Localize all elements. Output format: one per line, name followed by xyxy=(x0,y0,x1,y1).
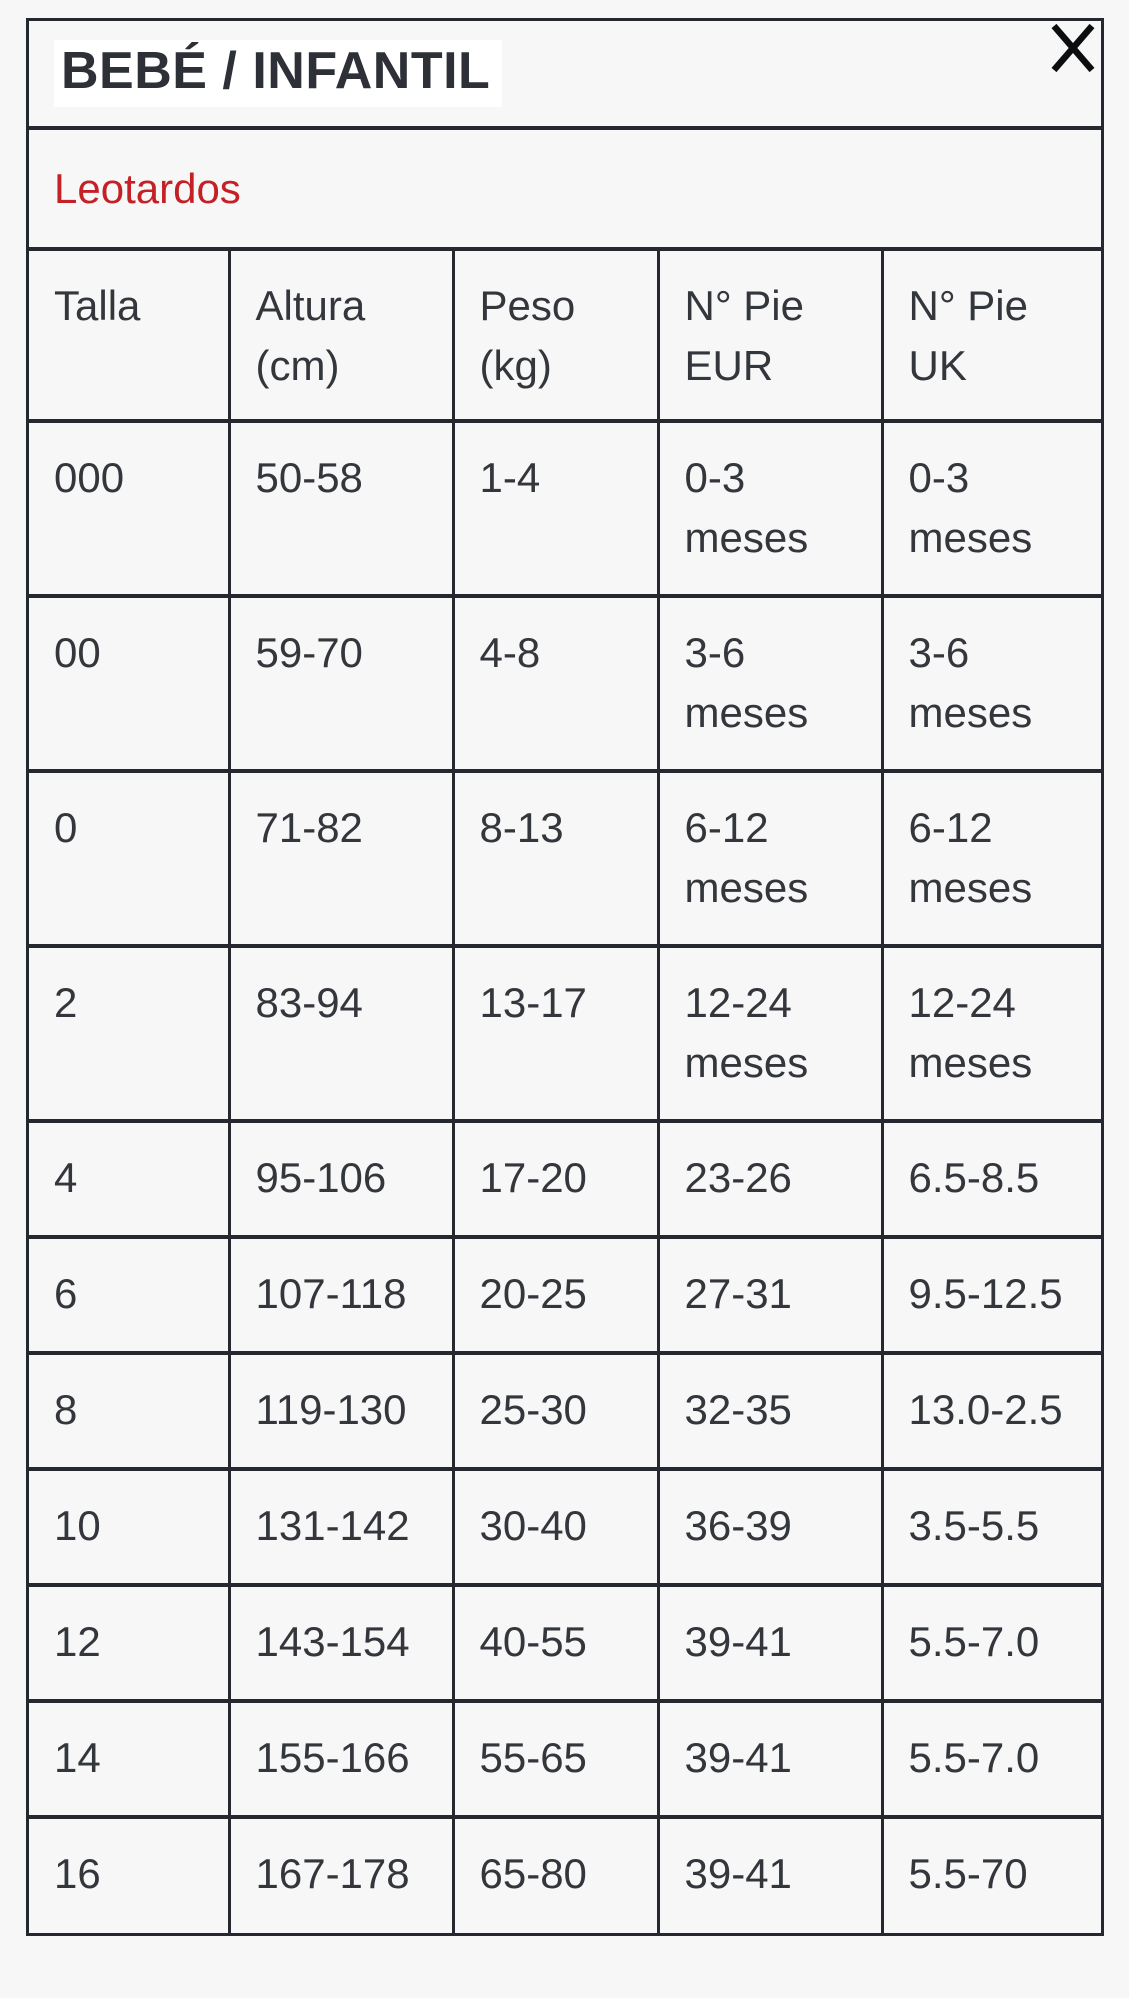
table-cell: 167-178 xyxy=(227,1815,455,1933)
table-cell: 12-24 meses xyxy=(656,944,884,1123)
table-cell: 3.5-5.5 xyxy=(880,1467,1101,1587)
table-row: 4 95-106 17-20 23-26 6.5-8.5 xyxy=(29,1119,1101,1239)
table-cell: 17-20 xyxy=(451,1119,660,1239)
modal-title: BEBÉ / INFANTIL xyxy=(54,39,503,108)
table-cell: 0-3 meses xyxy=(656,419,884,598)
close-button[interactable] xyxy=(1047,22,1097,72)
modal-header: BEBÉ / INFANTIL xyxy=(29,21,1101,130)
table-cell: 155-166 xyxy=(227,1699,455,1819)
column-header: N° Pie EUR xyxy=(656,251,884,423)
size-guide-modal: BEBÉ / INFANTIL Leotardos Talla Altura (c… xyxy=(26,18,1104,1936)
table-cell: 5.5-7.0 xyxy=(880,1583,1101,1703)
table-cell: 13.0-2.5 xyxy=(880,1351,1101,1471)
table-cell: 143-154 xyxy=(227,1583,455,1703)
table-cell: 14 xyxy=(29,1699,231,1819)
table-cell: 50-58 xyxy=(227,419,455,598)
table-cell: 00 xyxy=(29,594,231,773)
table-cell: 27-31 xyxy=(656,1235,884,1355)
table-cell: 4-8 xyxy=(451,594,660,773)
close-icon xyxy=(1051,23,1095,72)
table-cell: 12-24 meses xyxy=(880,944,1101,1123)
table-cell: 59-70 xyxy=(227,594,455,773)
table-cell: 71-82 xyxy=(227,769,455,948)
table-cell: 3-6 meses xyxy=(656,594,884,773)
table-row: 12 143-154 40-55 39-41 5.5-7.0 xyxy=(29,1583,1101,1703)
table-cell: 5.5-7.0 xyxy=(880,1699,1101,1819)
table-cell: 30-40 xyxy=(451,1467,660,1587)
table-cell: 65-80 xyxy=(451,1815,660,1933)
table-cell: 40-55 xyxy=(451,1583,660,1703)
table-row: 16 167-178 65-80 39-41 5.5-70 xyxy=(29,1815,1101,1933)
table-cell: 95-106 xyxy=(227,1119,455,1239)
table-cell: 000 xyxy=(29,419,231,598)
table-cell: 6.5-8.5 xyxy=(880,1119,1101,1239)
table-cell: 4 xyxy=(29,1119,231,1239)
column-header: N° Pie UK xyxy=(880,251,1101,423)
size-table: Talla Altura (cm) Peso (kg) N° Pie EUR N° Pi… xyxy=(29,251,1101,1933)
table-row: 10 131-142 30-40 36-39 3.5-5.5 xyxy=(29,1467,1101,1587)
table-cell: 3-6 meses xyxy=(880,594,1101,773)
table-cell: 10 xyxy=(29,1467,231,1587)
table-row: 8 119-130 25-30 32-35 13.0-2.5 xyxy=(29,1351,1101,1471)
table-cell: 9.5-12.5 xyxy=(880,1235,1101,1355)
table-cell: 12 xyxy=(29,1583,231,1703)
table-row: 6 107-118 20-25 27-31 9.5-12.5 xyxy=(29,1235,1101,1355)
column-header: Talla xyxy=(29,251,231,423)
category-link[interactable]: Leotardos xyxy=(54,164,241,212)
table-cell: 0 xyxy=(29,769,231,948)
table-row: 2 83-94 13-17 12-24 meses 12-24 meses xyxy=(29,944,1101,1123)
table-cell: 39-41 xyxy=(656,1699,884,1819)
table-row: 000 50-58 1-4 0-3 meses 0-3 meses xyxy=(29,419,1101,598)
table-cell: 39-41 xyxy=(656,1815,884,1933)
table-cell: 8-13 xyxy=(451,769,660,948)
table-cell: 55-65 xyxy=(451,1699,660,1819)
table-cell: 2 xyxy=(29,944,231,1123)
table-header-row: Talla Altura (cm) Peso (kg) N° Pie EUR N° Pi… xyxy=(29,251,1101,423)
table-cell: 13-17 xyxy=(451,944,660,1123)
table-cell: 1-4 xyxy=(451,419,660,598)
category-row: Leotardos xyxy=(29,130,1101,251)
table-cell: 39-41 xyxy=(656,1583,884,1703)
table-cell: 6 xyxy=(29,1235,231,1355)
table-cell: 6-12 meses xyxy=(880,769,1101,948)
table-row: 0 71-82 8-13 6-12 meses 6-12 meses xyxy=(29,769,1101,948)
table-row: 14 155-166 55-65 39-41 5.5-7.0 xyxy=(29,1699,1101,1819)
table-cell: 16 xyxy=(29,1815,231,1933)
column-header: Altura (cm) xyxy=(227,251,455,423)
table-cell: 36-39 xyxy=(656,1467,884,1587)
table-cell: 32-35 xyxy=(656,1351,884,1471)
column-header: Peso (kg) xyxy=(451,251,660,423)
table-cell: 23-26 xyxy=(656,1119,884,1239)
table-cell: 0-3 meses xyxy=(880,419,1101,598)
table-cell: 5.5-70 xyxy=(880,1815,1101,1933)
table-cell: 25-30 xyxy=(451,1351,660,1471)
table-cell: 6-12 meses xyxy=(656,769,884,948)
table-cell: 83-94 xyxy=(227,944,455,1123)
table-row: 00 59-70 4-8 3-6 meses 3-6 meses xyxy=(29,594,1101,773)
table-cell: 107-118 xyxy=(227,1235,455,1355)
table-cell: 131-142 xyxy=(227,1467,455,1587)
table-body: 000 50-58 1-4 0-3 meses 0-3 meses 00 59-70 4-8 3… xyxy=(29,419,1101,1933)
table-cell: 8 xyxy=(29,1351,231,1471)
table-cell: 119-130 xyxy=(227,1351,455,1471)
table-cell: 20-25 xyxy=(451,1235,660,1355)
